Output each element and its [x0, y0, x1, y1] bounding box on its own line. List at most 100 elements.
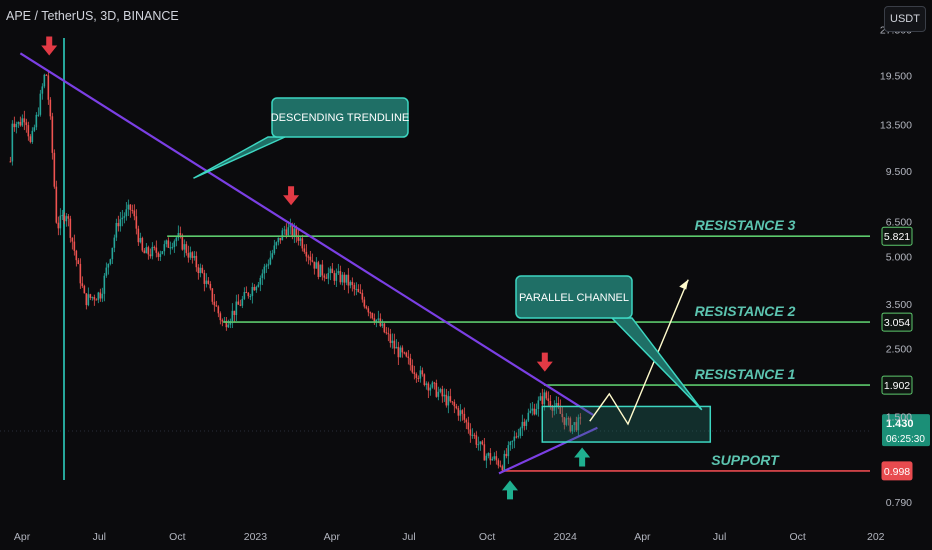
level-price-text: 5.821 [884, 231, 910, 243]
candle-body [155, 247, 158, 253]
candle-body [33, 127, 36, 131]
candle-body [37, 114, 40, 116]
candle-body [299, 238, 302, 241]
level-price-tag [881, 312, 913, 332]
candle-body [571, 425, 574, 432]
annotations-group: DESCENDING TRENDLINE PARALLEL CHANNEL [41, 36, 712, 500]
candle-body [503, 453, 506, 471]
candle-body [315, 262, 318, 269]
candle-body [137, 228, 140, 243]
candle-body [535, 409, 538, 415]
candle-body [389, 334, 392, 343]
candle-body [131, 209, 134, 211]
candle-body [453, 402, 456, 407]
candle-body [455, 406, 458, 409]
down-arrow [536, 352, 553, 372]
candle-body [195, 255, 198, 268]
candle-body [285, 229, 288, 236]
candle-body [117, 222, 120, 227]
candle-body [547, 398, 550, 401]
candle-body [437, 391, 440, 397]
candle-body [185, 244, 188, 254]
countdown-text: 06:25:30 [886, 434, 925, 445]
level-price-text: 3.054 [884, 317, 910, 329]
candle-body [409, 358, 412, 366]
candle-body [397, 346, 400, 358]
candle-body [337, 271, 340, 274]
candle-body [45, 74, 48, 76]
candle-body [257, 284, 260, 287]
candle-body [169, 247, 172, 249]
candle-body [569, 418, 572, 432]
candle-body [277, 237, 280, 243]
callout-descending-trendline [271, 97, 409, 138]
candle-body [77, 260, 80, 264]
candle-body [151, 246, 154, 257]
candle-body [65, 216, 68, 222]
candle-body [157, 252, 160, 257]
projection-arrowhead [679, 279, 689, 290]
candle-body [555, 402, 558, 407]
candle-body [231, 310, 234, 322]
candle-body [525, 420, 528, 426]
y-tick-label: 3.500 [886, 299, 912, 311]
candle-body [333, 273, 336, 281]
candle-body [551, 406, 554, 411]
candle-body [201, 267, 204, 273]
candle-body [449, 396, 452, 402]
candle-body [539, 396, 542, 401]
candle-body [67, 216, 70, 219]
candle-body [205, 280, 208, 284]
candle-body [413, 372, 416, 375]
candle-body [47, 75, 50, 100]
level-label: RESISTANCE 2 [695, 303, 796, 319]
candle-body [267, 264, 270, 266]
candle-body [509, 441, 512, 446]
symbol-title: APE / TetherUS, 3D, BINANCE [6, 9, 179, 23]
candle-body [361, 293, 364, 300]
candle-body [497, 460, 500, 466]
candle-body [279, 237, 282, 241]
candle-body [297, 236, 300, 241]
candle-body [345, 274, 348, 283]
candle-body [393, 340, 396, 349]
candle-body [459, 410, 462, 416]
candle-body [467, 422, 470, 430]
price-axis[interactable]: 27.50019.50013.5009.5006.5005.0003.5002.… [880, 25, 930, 509]
candle-body [141, 238, 144, 251]
candle-body [565, 418, 568, 425]
candle-body [51, 116, 54, 153]
currency-button[interactable]: USDT [884, 6, 926, 32]
candle-body [339, 271, 342, 283]
time-axis[interactable]: Apr Jul Oct 2023 Apr Jul Oct 2024 Apr Jul Oct 202 [14, 531, 885, 543]
candle-body [237, 301, 240, 305]
candle-body [239, 304, 242, 306]
candle-body [579, 417, 582, 419]
candle-body [561, 413, 564, 418]
candle-body [425, 383, 428, 385]
candle-body [371, 313, 374, 319]
candle-body [227, 324, 230, 328]
down-arrow [283, 186, 300, 206]
candle-body [147, 247, 150, 255]
candle-body [121, 217, 124, 220]
candle-body [171, 247, 174, 249]
candle-body [193, 255, 196, 258]
candle-body [575, 422, 578, 431]
candle-body [159, 253, 162, 257]
candle-body [99, 292, 102, 299]
candle-body [287, 227, 290, 236]
candle-body [317, 262, 320, 277]
candle-body [261, 273, 264, 278]
candle-body [415, 374, 418, 378]
candle-body [175, 237, 178, 242]
candle-body [309, 256, 312, 261]
callout-text: DESCENDING TRENDLINE [271, 112, 410, 124]
candle-body [325, 277, 328, 279]
candle-body [319, 264, 322, 277]
candle-body [135, 216, 138, 229]
candle-body [359, 292, 362, 294]
y-tick-label: 2.500 [886, 344, 912, 356]
